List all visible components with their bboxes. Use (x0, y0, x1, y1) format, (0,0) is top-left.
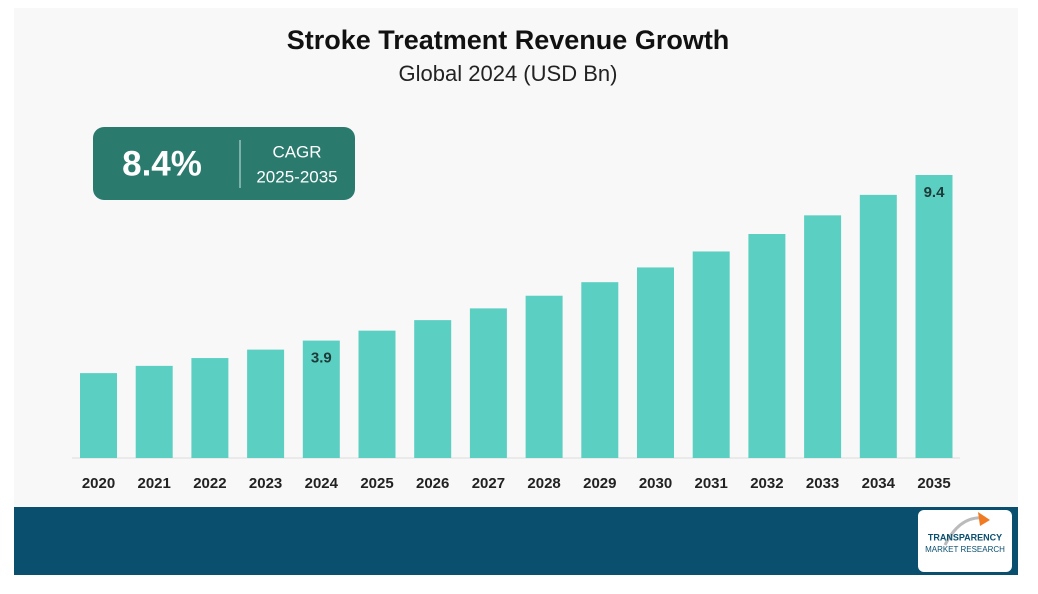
data-label: 3.9 (311, 350, 332, 367)
bar (247, 349, 285, 458)
chart-title: Stroke Treatment Revenue Growth (287, 25, 730, 55)
bar (191, 358, 229, 458)
x-tick-label: 2027 (472, 475, 505, 492)
logo-text: TRANSPARENCY (928, 532, 1002, 542)
bar (358, 330, 396, 458)
bar (80, 373, 117, 458)
x-tick-label: 2033 (806, 475, 839, 492)
logo-box (918, 510, 1012, 572)
bar (525, 295, 563, 458)
cagr-box (93, 127, 355, 200)
x-tick-label: 2035 (917, 475, 950, 492)
x-tick-label: 2025 (360, 475, 393, 492)
x-tick-label: 2020 (82, 475, 115, 492)
bar (637, 267, 674, 458)
bar (915, 175, 953, 458)
x-tick-label: 2021 (138, 475, 171, 492)
x-tick-label: 2026 (416, 475, 449, 492)
bar (581, 282, 619, 458)
x-tick-label: 2031 (695, 475, 728, 492)
x-tick-label: 2034 (862, 475, 896, 492)
cagr-period: 2025-2035 (256, 167, 337, 186)
chart-subtitle: Global 2024 (USD Bn) (399, 61, 618, 86)
chart-background (14, 8, 1018, 508)
bar (748, 234, 786, 458)
x-tick-label: 2028 (527, 475, 560, 492)
x-tick-label: 2032 (750, 475, 783, 492)
bar (135, 365, 173, 458)
footer-band (14, 507, 1018, 575)
data-label: 9.4 (924, 184, 946, 201)
bar (469, 308, 507, 458)
bar (414, 320, 452, 458)
x-tick-label: 2023 (249, 475, 282, 492)
cagr-value: 8.4% (122, 144, 202, 183)
bar (859, 194, 897, 458)
bar (692, 251, 730, 458)
x-tick-label: 2029 (583, 475, 616, 492)
logo-text: MARKET RESEARCH (925, 545, 1005, 554)
bar (804, 215, 842, 458)
x-tick-label: 2024 (305, 475, 339, 492)
bar (302, 340, 340, 458)
x-tick-label: 2030 (639, 475, 672, 492)
cagr-label: CAGR (272, 142, 321, 161)
x-tick-label: 2022 (193, 475, 226, 492)
logo-arrow (978, 512, 990, 526)
